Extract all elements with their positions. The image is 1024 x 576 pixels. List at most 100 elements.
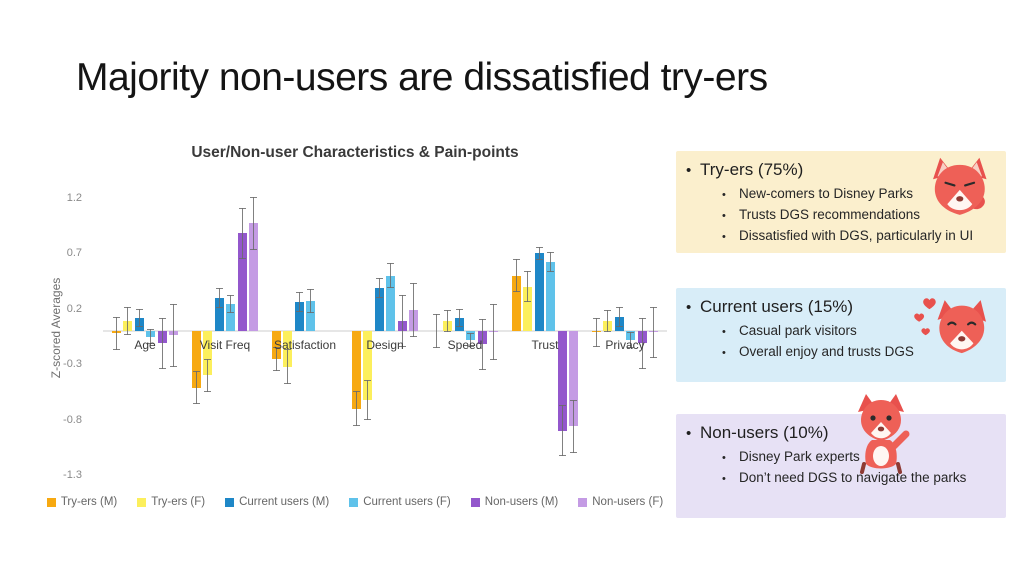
error-bar-cap — [227, 295, 235, 297]
error-bar-cap — [147, 328, 155, 330]
list-item: • Don’t need DGS to navigate the parks — [686, 468, 994, 489]
error-bar-cap — [592, 345, 600, 347]
error-bar-cap — [615, 306, 623, 308]
x-category-label: Visit Freq — [199, 338, 251, 352]
panel-non-users-heading: Non-users (10%) — [700, 423, 829, 442]
error-bar-cap — [204, 391, 212, 393]
error-bar — [607, 309, 609, 333]
bar-non-users--m--trust — [557, 331, 567, 431]
fox-mascot-hearts-icon — [914, 298, 986, 354]
error-bar — [218, 287, 220, 308]
legend-label: Current users (F) — [363, 496, 451, 508]
x-category-label: Design — [366, 338, 404, 352]
error-bar — [653, 306, 655, 358]
error-bar — [173, 304, 175, 367]
error-bar-cap — [490, 358, 498, 360]
x-category-label: Trust — [531, 338, 559, 352]
bar-non-users--f--trust — [569, 331, 579, 427]
x-category-label: Age — [134, 338, 156, 352]
list-item: • Disney Park experts — [686, 447, 994, 468]
error-bar-cap — [524, 271, 532, 273]
error-bar-cap — [307, 288, 315, 290]
error-bar-cap — [604, 309, 612, 311]
error-bar-cap — [192, 403, 200, 405]
error-bar-cap — [558, 455, 566, 457]
error-bar — [241, 207, 243, 259]
error-bar — [253, 196, 255, 250]
error-bar-cap — [570, 452, 578, 454]
error-bar-cap — [650, 306, 658, 308]
error-bar-cap — [478, 368, 486, 370]
error-bar-cap — [455, 325, 463, 327]
error-bar — [515, 258, 517, 293]
zero-baseline — [103, 330, 667, 332]
error-bar-cap — [295, 311, 303, 313]
y-tick-label: -1.3 — [63, 469, 82, 482]
legend-item: Current users (F) — [349, 496, 451, 508]
error-bar — [355, 390, 357, 427]
legend-label: Try-ers (M) — [60, 496, 118, 508]
error-bar-cap — [170, 304, 178, 306]
error-bar — [161, 317, 163, 369]
error-bar-cap — [124, 306, 132, 308]
bullet-glyph: • — [722, 230, 726, 243]
error-bar — [275, 346, 277, 371]
error-bar-cap — [535, 258, 543, 260]
error-bar — [493, 304, 495, 360]
bullet-glyph: • — [686, 299, 692, 316]
error-bar-cap — [615, 325, 623, 327]
error-bar-cap — [627, 346, 635, 348]
error-bar — [595, 317, 597, 347]
list-item: • Trusts DGS recommendations — [686, 205, 994, 226]
bar-try-ers--m--design — [351, 331, 361, 409]
error-bar-cap — [307, 312, 315, 314]
error-bar — [527, 271, 529, 303]
error-bar-cap — [410, 335, 418, 337]
x-category-label: Satisfaction — [273, 338, 337, 352]
error-bar-cap — [204, 358, 212, 360]
bar-current-users--m--trust — [534, 253, 544, 331]
error-bar-cap — [444, 331, 452, 333]
error-bar-cap — [398, 295, 406, 297]
bar-current-users--f--design — [386, 275, 396, 331]
bar-current-users--m--design — [374, 287, 384, 331]
legend-item: Current users (M) — [225, 496, 329, 508]
error-bar-cap — [170, 365, 178, 367]
error-bar — [458, 308, 460, 327]
error-bar-cap — [512, 291, 520, 293]
error-bar-cap — [284, 348, 292, 350]
error-bar-cap — [158, 367, 166, 369]
error-bar — [447, 309, 449, 333]
error-bar-cap — [478, 318, 486, 320]
error-bar-cap — [352, 425, 360, 427]
error-bar-cap — [272, 369, 280, 371]
error-bar — [390, 263, 392, 288]
legend-swatch — [46, 497, 56, 507]
error-bar-cap — [364, 418, 372, 420]
error-bar — [470, 333, 472, 347]
error-bar-cap — [112, 316, 120, 318]
error-bar-cap — [467, 345, 475, 347]
error-bar-cap — [192, 370, 200, 372]
error-bar-cap — [375, 296, 383, 298]
y-tick-label: 0.7 — [66, 247, 82, 260]
error-bar-cap — [135, 325, 143, 327]
error-bar — [561, 405, 563, 457]
error-bar-cap — [558, 405, 566, 407]
bar-chart: User/Non-user Characteristics & Pain-poi… — [40, 138, 672, 533]
legend-item: Try-ers (F) — [137, 496, 205, 508]
legend-swatch — [470, 497, 480, 507]
bullet-glyph: • — [722, 346, 726, 359]
error-bar-cap — [272, 346, 280, 348]
error-bar-cap — [215, 306, 223, 308]
y-tick-label: 1.2 — [66, 191, 82, 204]
error-bar-cap — [135, 308, 143, 310]
error-bar — [435, 314, 437, 348]
error-bar — [378, 277, 380, 298]
bar-try-ers--m--trust — [511, 275, 521, 331]
panel-try-ers-heading: Try-ers (75%) — [700, 160, 804, 179]
error-bar — [630, 332, 632, 348]
bar-try-ers--f--visit-freq — [203, 331, 213, 376]
error-bar-cap — [410, 283, 418, 285]
